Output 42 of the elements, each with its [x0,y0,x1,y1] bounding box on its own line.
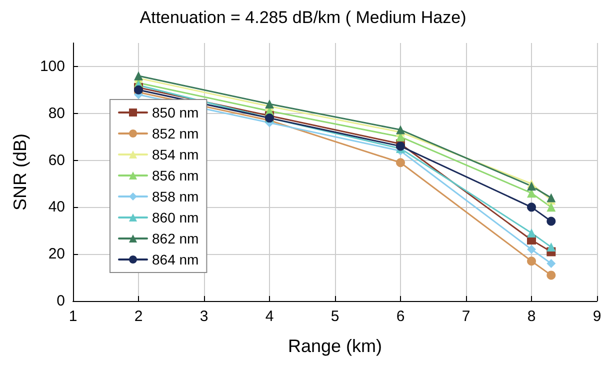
chart-title: Attenuation = 4.285 dB/km ( Medium Haze) [140,8,466,27]
point [546,270,556,280]
point [396,158,405,168]
point [527,182,536,191]
legend-label: 860 nm [152,210,199,226]
point [396,142,405,151]
legend-label: 856 nm [152,168,199,184]
y-tick-label: 80 [48,104,65,122]
legend-label: 864 nm [152,252,199,268]
x-tick-label: 6 [396,308,405,325]
x-axis-title: Range (km) [288,336,382,356]
point [546,216,556,226]
x-tick-label: 7 [462,308,470,325]
legend-label: 852 nm [152,126,199,142]
y-axis-title: SNR (dB) [10,133,30,211]
x-tick-label: 3 [200,308,208,325]
point [546,258,556,268]
x-tick-label: 2 [134,308,143,325]
point [527,256,536,266]
point [546,202,556,212]
x-tick-label: 8 [527,308,536,325]
legend-label: 862 nm [152,230,199,246]
y-tick-label: 20 [48,246,65,263]
point [134,71,143,80]
legend-label: 854 nm [152,146,199,162]
point [527,244,536,254]
point [265,99,274,108]
y-tick-label: 0 [56,292,65,310]
point [546,193,556,202]
y-tick-label: 60 [48,152,65,169]
point [546,242,556,252]
legend-label: 858 nm [152,188,199,204]
x-tick-label: 9 [592,308,602,325]
point [396,125,405,134]
point [527,228,536,238]
y-tick-label: 100 [40,58,65,75]
y-tick-label: 40 [48,198,65,216]
x-tick-label: 4 [265,308,274,325]
x-tick-label: 1 [68,308,78,325]
legend-label: 850 nm [152,104,199,120]
x-tick-label: 5 [330,308,340,325]
point [527,202,536,212]
